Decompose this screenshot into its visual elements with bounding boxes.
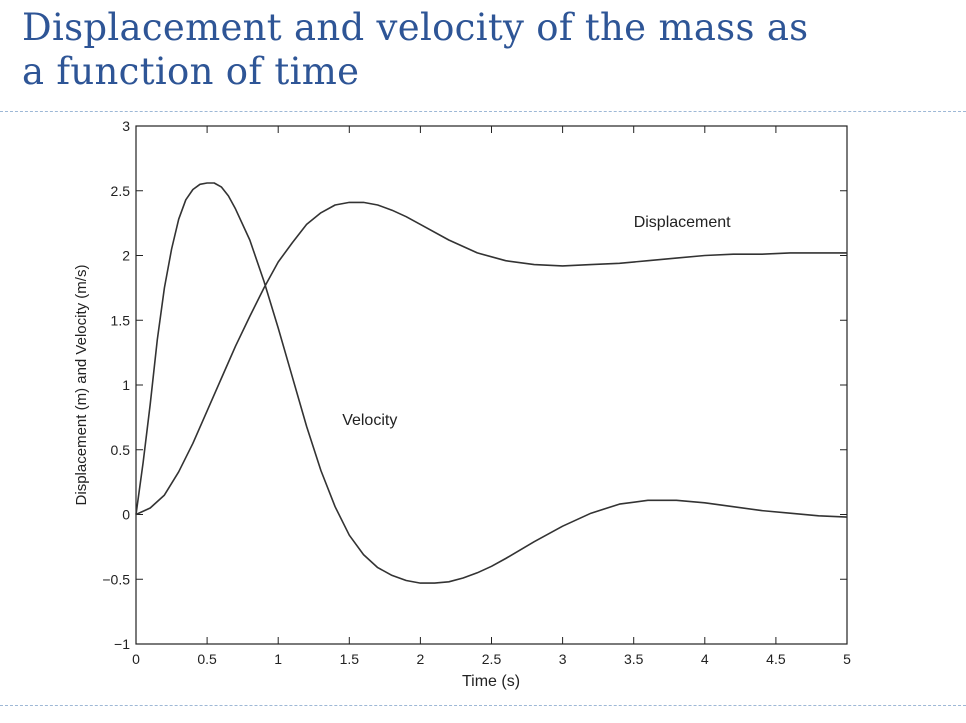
title-divider: [0, 111, 966, 112]
x-tick-label-3-5: 3.5: [624, 651, 644, 667]
annotation-displacement: Displacement: [634, 214, 731, 231]
x-tick-label-1-5: 1.5: [340, 651, 360, 667]
x-axis-ticks: 0 0.5 1 1.5 2 2.5 3 3.5 4 4.5 5: [132, 126, 851, 667]
chart-annotations: Displacement Velocity: [342, 214, 731, 429]
x-tick-label-4: 4: [701, 651, 709, 667]
x-tick-label-3: 3: [559, 651, 567, 667]
footer-divider: [0, 705, 966, 706]
y-tick-label-2-5: 2.5: [111, 183, 131, 199]
title-line-2: a function of time: [22, 50, 360, 93]
y-tick-label-0: 0: [122, 507, 130, 523]
series-lines: [135, 182, 848, 584]
x-tick-label-1: 1: [274, 651, 282, 667]
x-tick-label-2: 2: [417, 651, 425, 667]
y-tick-label-2: 2: [122, 248, 130, 264]
series-line-velocity: [135, 182, 848, 584]
x-tick-label-4-5: 4.5: [766, 651, 786, 667]
y-tick-label-0-5: 0.5: [111, 442, 131, 458]
y-tick-label-3: 3: [122, 118, 130, 134]
y-tick-label-0-5: −0.5: [102, 571, 130, 587]
x-tick-label-5: 5: [843, 651, 851, 667]
y-tick-label-1: 1: [122, 377, 130, 393]
x-tick-label-2-5: 2.5: [482, 651, 502, 667]
x-tick-label-0-5: 0.5: [197, 651, 217, 667]
page-title: Displacement and velocity of the mass as…: [22, 6, 922, 94]
y-axis-label: Displacement (m) and Velocity (m/s): [73, 265, 90, 506]
title-line-1: Displacement and velocity of the mass as: [22, 6, 809, 49]
x-axis-label: Time (s): [462, 673, 520, 690]
annotation-velocity: Velocity: [342, 412, 397, 429]
y-tick-label-1: −1: [114, 636, 130, 652]
y-axis-ticks: −1 −0.5 0 0.5 1 1.5 2 2.5 3: [102, 118, 847, 652]
y-tick-label-1-5: 1.5: [111, 312, 131, 328]
x-tick-label-0: 0: [132, 651, 140, 667]
series-line-displacement: [135, 201, 847, 516]
